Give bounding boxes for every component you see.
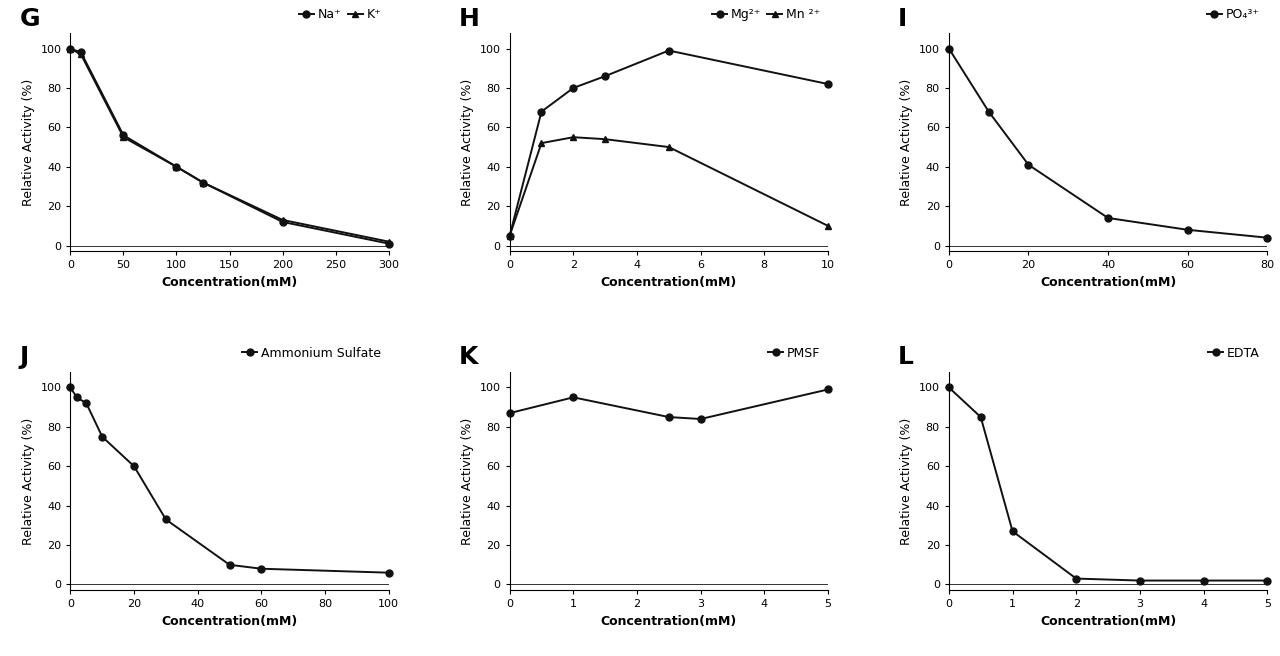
Mn ²⁺ <box>662 143 677 151</box>
Text: I: I <box>899 7 908 31</box>
Line: Na⁺: Na⁺ <box>67 45 392 247</box>
Y-axis label: Relative Activity (%): Relative Activity (%) <box>900 417 914 544</box>
X-axis label: Concentration(mM): Concentration(mM) <box>600 276 737 289</box>
Mg²⁺ <box>598 72 613 80</box>
X-axis label: Concentration(mM): Concentration(mM) <box>600 615 737 628</box>
EDTA <box>1260 577 1275 584</box>
Line: Mg²⁺: Mg²⁺ <box>506 47 832 239</box>
Legend: EDTA: EDTA <box>1207 346 1261 361</box>
X-axis label: Concentration(mM): Concentration(mM) <box>161 615 298 628</box>
Line: PMSF: PMSF <box>506 386 832 422</box>
Mn ²⁺ <box>820 222 836 230</box>
K⁺ <box>196 178 211 186</box>
Na⁺ <box>381 239 397 247</box>
Legend: PMSF: PMSF <box>767 346 822 361</box>
Ammonium Sulfate <box>69 394 84 401</box>
PMSF <box>566 394 581 401</box>
Line: EDTA: EDTA <box>946 384 1271 584</box>
Legend: Mg²⁺, Mn ²⁺: Mg²⁺, Mn ²⁺ <box>710 7 822 22</box>
Na⁺ <box>275 218 291 226</box>
X-axis label: Concentration(mM): Concentration(mM) <box>1039 276 1176 289</box>
X-axis label: Concentration(mM): Concentration(mM) <box>161 276 298 289</box>
PO₄³⁺ <box>1260 234 1275 241</box>
Y-axis label: Relative Activity (%): Relative Activity (%) <box>461 79 474 206</box>
PO₄³⁺ <box>1101 214 1116 222</box>
Legend: PO₄³⁺: PO₄³⁺ <box>1206 7 1261 22</box>
Ammonium Sulfate <box>95 433 110 441</box>
PO₄³⁺ <box>941 45 956 52</box>
Mg²⁺ <box>566 84 581 92</box>
Ammonium Sulfate <box>159 516 174 523</box>
Text: G: G <box>19 7 40 31</box>
Ammonium Sulfate <box>253 565 269 573</box>
EDTA <box>1069 575 1084 583</box>
Na⁺ <box>73 49 88 56</box>
Na⁺ <box>115 131 131 139</box>
EDTA <box>973 413 988 421</box>
Mg²⁺ <box>502 232 517 239</box>
Y-axis label: Relative Activity (%): Relative Activity (%) <box>22 79 35 206</box>
Ammonium Sulfate <box>221 561 237 569</box>
Na⁺ <box>169 163 184 171</box>
Mg²⁺ <box>534 108 549 115</box>
Text: H: H <box>458 7 480 31</box>
EDTA <box>1133 577 1148 584</box>
Ammonium Sulfate <box>78 400 93 407</box>
PMSF <box>502 409 517 417</box>
PMSF <box>820 386 836 394</box>
Na⁺ <box>63 45 78 52</box>
Mn ²⁺ <box>566 133 581 141</box>
X-axis label: Concentration(mM): Concentration(mM) <box>1039 615 1176 628</box>
Line: Mn ²⁺: Mn ²⁺ <box>506 134 832 239</box>
PO₄³⁺ <box>980 108 996 115</box>
Y-axis label: Relative Activity (%): Relative Activity (%) <box>900 79 914 206</box>
K⁺ <box>73 51 88 58</box>
Mn ²⁺ <box>502 232 517 239</box>
Text: L: L <box>899 346 914 369</box>
Ammonium Sulfate <box>63 384 78 392</box>
Legend: Na⁺, K⁺: Na⁺, K⁺ <box>298 7 383 22</box>
Na⁺ <box>196 178 211 186</box>
Ammonium Sulfate <box>127 462 142 470</box>
EDTA <box>1196 577 1211 584</box>
Text: K: K <box>458 346 479 369</box>
Mn ²⁺ <box>598 135 613 143</box>
EDTA <box>1005 527 1020 535</box>
Mn ²⁺ <box>534 139 549 147</box>
EDTA <box>941 384 956 392</box>
Mg²⁺ <box>820 80 836 88</box>
PO₄³⁺ <box>1180 226 1196 234</box>
Legend: Ammonium Sulfate: Ammonium Sulfate <box>241 346 383 361</box>
Line: PO₄³⁺: PO₄³⁺ <box>946 45 1271 241</box>
K⁺ <box>381 237 397 245</box>
Text: J: J <box>19 346 28 369</box>
Mg²⁺ <box>662 47 677 54</box>
K⁺ <box>63 45 78 52</box>
K⁺ <box>115 133 131 141</box>
Line: Ammonium Sulfate: Ammonium Sulfate <box>67 384 392 576</box>
Ammonium Sulfate <box>381 569 397 577</box>
Y-axis label: Relative Activity (%): Relative Activity (%) <box>22 417 35 544</box>
Line: K⁺: K⁺ <box>67 45 392 245</box>
PMSF <box>692 415 708 423</box>
PMSF <box>662 413 677 421</box>
Y-axis label: Relative Activity (%): Relative Activity (%) <box>461 417 474 544</box>
PO₄³⁺ <box>1020 161 1036 169</box>
K⁺ <box>275 216 291 224</box>
K⁺ <box>169 163 184 171</box>
